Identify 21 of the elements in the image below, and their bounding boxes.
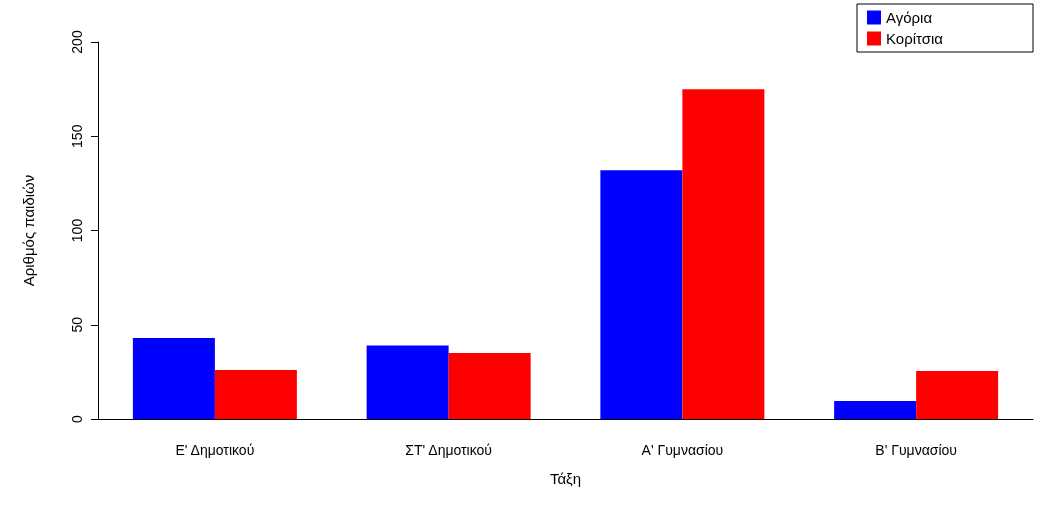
bar: [834, 401, 917, 419]
bar: [366, 345, 449, 419]
y-tick-label: 200: [69, 30, 85, 54]
x-tick-label: ΣΤ' Δημοτικού: [405, 442, 492, 458]
x-axis-title: Τάξη: [549, 470, 582, 487]
x-tick-label: Β' Γυμνασίου: [875, 442, 957, 458]
bar: [214, 369, 297, 419]
bar: [916, 370, 999, 419]
legend-label: Κορίτσια: [886, 30, 944, 47]
y-tick-label: 50: [69, 316, 85, 333]
x-tick-label: Ε' Δημοτικού: [175, 442, 255, 458]
bar: [132, 337, 215, 419]
x-tick-label: Α' Γυμνασίου: [641, 442, 724, 458]
y-tick-label: 0: [69, 414, 85, 423]
legend-label: Αγόρια: [886, 9, 933, 26]
bar: [448, 353, 531, 419]
y-axis-title: Αριθμός παιδιών: [20, 174, 37, 287]
bar: [600, 170, 683, 419]
y-tick-label: 100: [69, 218, 85, 243]
y-tick-label: 150: [69, 124, 85, 148]
bar: [682, 89, 765, 419]
